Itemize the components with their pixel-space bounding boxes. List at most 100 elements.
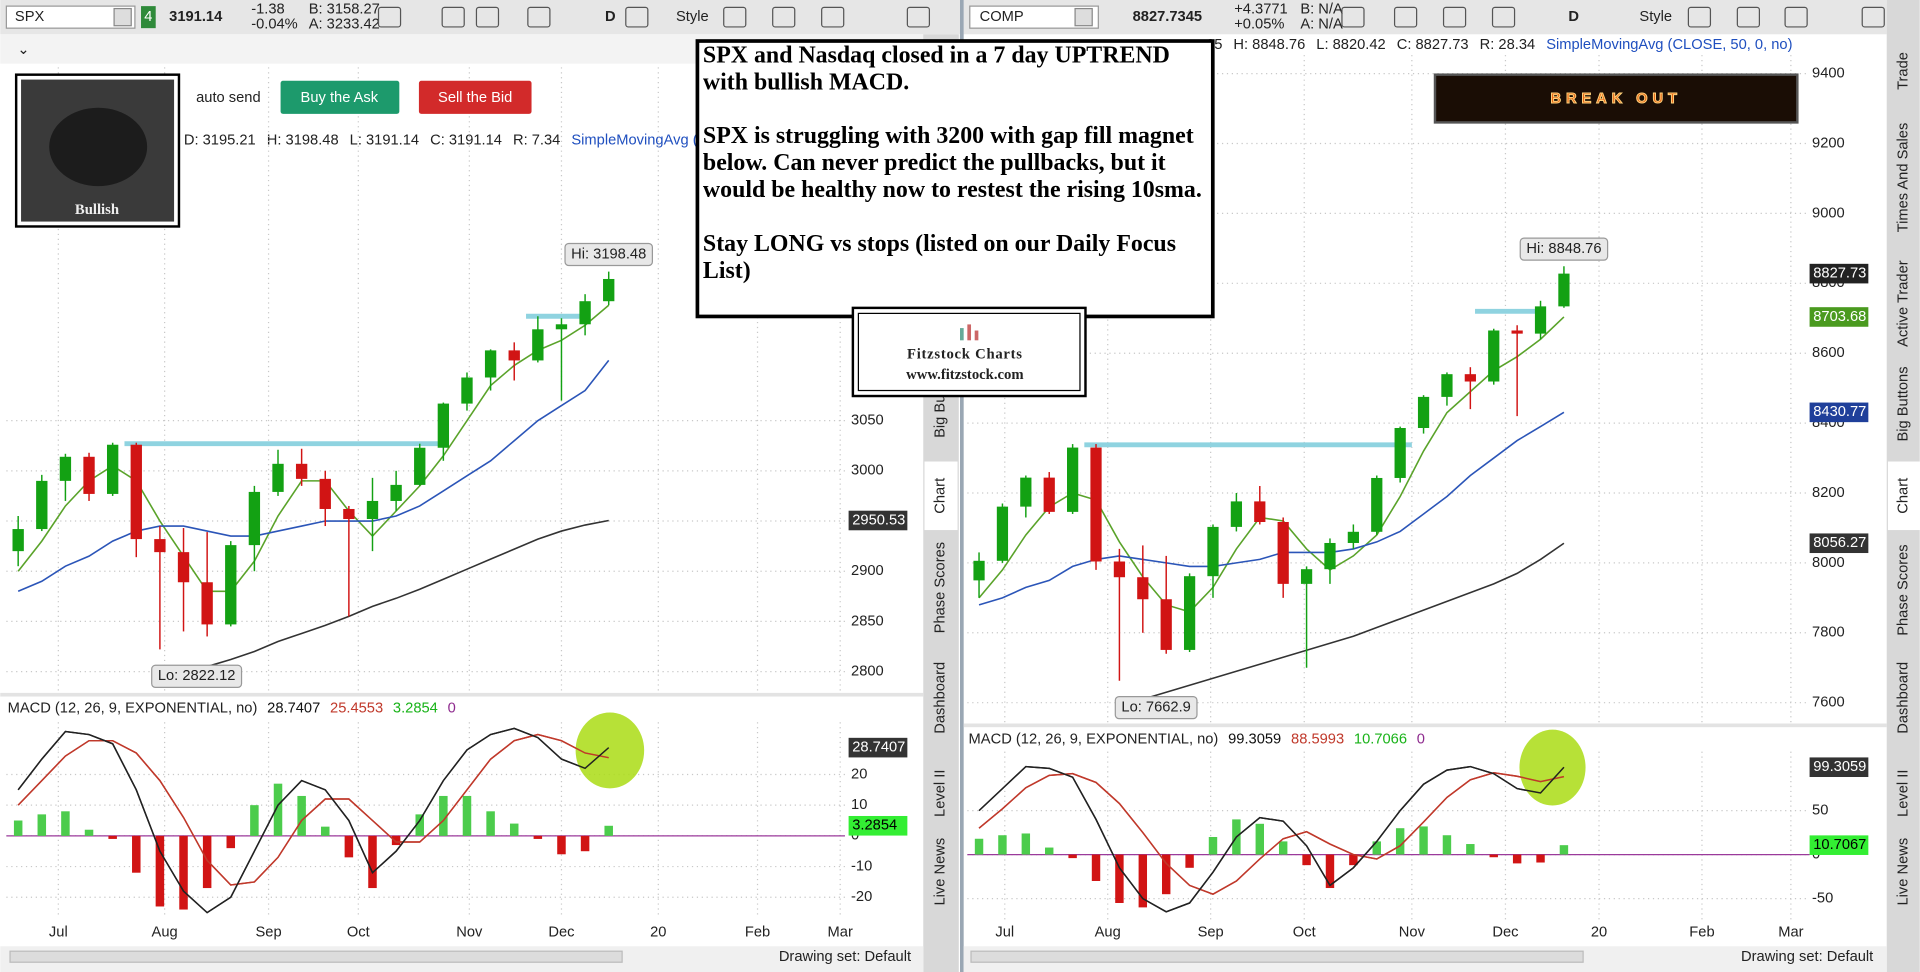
sell-label[interactable]: Sell the Bid (438, 90, 512, 106)
histogram-bar (1185, 854, 1194, 868)
x-tick-label: Oct (1293, 925, 1316, 941)
logo-icon (960, 328, 964, 341)
dropdown[interactable] (1074, 7, 1093, 27)
breakout-banner (1433, 73, 1799, 124)
x-tick-label: Aug (152, 925, 178, 941)
side-tab[interactable]: Dashboard (1896, 662, 1912, 734)
tool-icon[interactable] (1687, 6, 1712, 28)
tool-icon[interactable] (1491, 6, 1516, 28)
candle-body (1534, 306, 1547, 334)
net-change: +4.3771 (1234, 2, 1288, 18)
side-tab[interactable]: Chart (932, 478, 948, 514)
y-tick-label: 9000 (1812, 205, 1845, 221)
histogram-bar (462, 795, 472, 836)
last-value-box (1809, 402, 1869, 423)
side-tab[interactable]: Live News (1896, 838, 1912, 906)
auto-send[interactable]: auto send (196, 90, 261, 106)
side-tab[interactable]: Level II (1896, 770, 1912, 817)
candle-body (1183, 576, 1196, 650)
buy-button[interactable] (280, 80, 400, 114)
candle-body (1160, 599, 1172, 650)
tool-icon[interactable] (1393, 6, 1418, 28)
scrollbar[interactable] (9, 950, 623, 963)
candle-body (1254, 501, 1266, 523)
histogram-bar (1372, 841, 1381, 855)
histogram-bar (226, 835, 236, 849)
tool-icon[interactable] (475, 6, 500, 28)
last-value-box (1809, 757, 1869, 778)
histogram-bar (250, 805, 259, 836)
interval[interactable]: D (605, 9, 616, 25)
tool-icon[interactable] (377, 6, 402, 28)
annotation: Hi: 8848.76 (1526, 241, 1601, 257)
tool-icon[interactable] (1784, 6, 1808, 28)
drawing-set[interactable]: Drawing set: Default (1741, 949, 1873, 965)
last-value-box (848, 510, 908, 531)
candle-body (319, 478, 331, 509)
y-tick-label: -50 (1812, 890, 1833, 906)
badge: 4 (144, 9, 152, 25)
symbol-box[interactable] (5, 5, 136, 29)
candle-body (1137, 577, 1149, 600)
bid: B: 3158.27 (309, 2, 380, 18)
tool-icon[interactable] (441, 6, 465, 28)
side-tab[interactable]: Live News (932, 838, 948, 906)
tool-icon[interactable] (527, 6, 551, 28)
dropdown[interactable] (113, 7, 132, 27)
histogram-bar (13, 820, 23, 836)
histogram-bar (344, 835, 354, 858)
interval[interactable]: D (1568, 9, 1579, 25)
side-tab[interactable]: Trade (1896, 52, 1912, 90)
last-price: 3191.14 (169, 9, 223, 25)
side-tab[interactable]: Active Trader (1896, 260, 1912, 347)
tool-icon[interactable] (821, 6, 845, 28)
side-tab[interactable]: Times And Sales (1896, 123, 1912, 233)
tool-icon[interactable] (723, 6, 747, 28)
side-tab[interactable]: Chart (1896, 478, 1912, 514)
collapse-chevron[interactable]: ⌄ (17, 42, 29, 58)
y-tick-label: 10 (851, 797, 867, 813)
side-tab[interactable]: Level II (932, 770, 948, 817)
ohlc-readout: L: 8820.42 (1316, 37, 1385, 53)
drawing-set[interactable]: Drawing set: Default (779, 949, 911, 965)
tool-icon[interactable] (772, 6, 796, 28)
tool-icon[interactable] (625, 6, 649, 28)
tool-icon[interactable] (1442, 6, 1467, 28)
ohlc-readout: C: 3191.14 (430, 133, 502, 149)
histogram-bar (1349, 854, 1358, 866)
style-menu[interactable]: Style (1639, 9, 1672, 25)
pane-divider (963, 723, 1887, 728)
style-menu[interactable]: Style (676, 9, 709, 25)
x-tick-label: Mar (1778, 925, 1803, 941)
buy-label[interactable]: Buy the Ask (301, 90, 379, 106)
symbol-box[interactable] (969, 5, 1099, 29)
y-tick-label: 3000 (851, 463, 884, 479)
side-tab[interactable]: Dashboard (932, 662, 948, 734)
side-tab[interactable]: Big Bu (932, 395, 948, 438)
y-tick-label: 7800 (1812, 625, 1845, 641)
tool-icon[interactable] (906, 6, 931, 28)
scrollbar[interactable] (970, 950, 1584, 963)
histogram-bar (1466, 844, 1475, 855)
histogram-bar (61, 811, 70, 836)
breakout-text: BREAK OUT (1550, 91, 1681, 107)
side-tab[interactable]: Big Buttons (1896, 366, 1912, 441)
histogram-bar (974, 838, 984, 855)
histogram-bar (415, 814, 424, 836)
tool-icon[interactable] (1341, 6, 1365, 28)
candle-body (1230, 501, 1243, 527)
tool-icon[interactable] (1861, 6, 1885, 28)
macd-readout: 3.2854 (393, 701, 438, 717)
candle-body (390, 484, 402, 501)
candle-body (130, 444, 142, 540)
side-tab[interactable]: Phase Scores (1896, 544, 1912, 635)
macd-readout: 88.5993 (1291, 731, 1344, 747)
bull-shape (49, 107, 148, 187)
tool-icon[interactable] (1736, 6, 1761, 28)
sell-button[interactable] (418, 80, 532, 114)
candle-body (603, 278, 615, 302)
last-value-box (1809, 533, 1869, 554)
x-tick-label: 20 (1591, 925, 1607, 941)
candle-body (36, 480, 48, 530)
side-tab[interactable]: Phase Scores (932, 542, 948, 633)
